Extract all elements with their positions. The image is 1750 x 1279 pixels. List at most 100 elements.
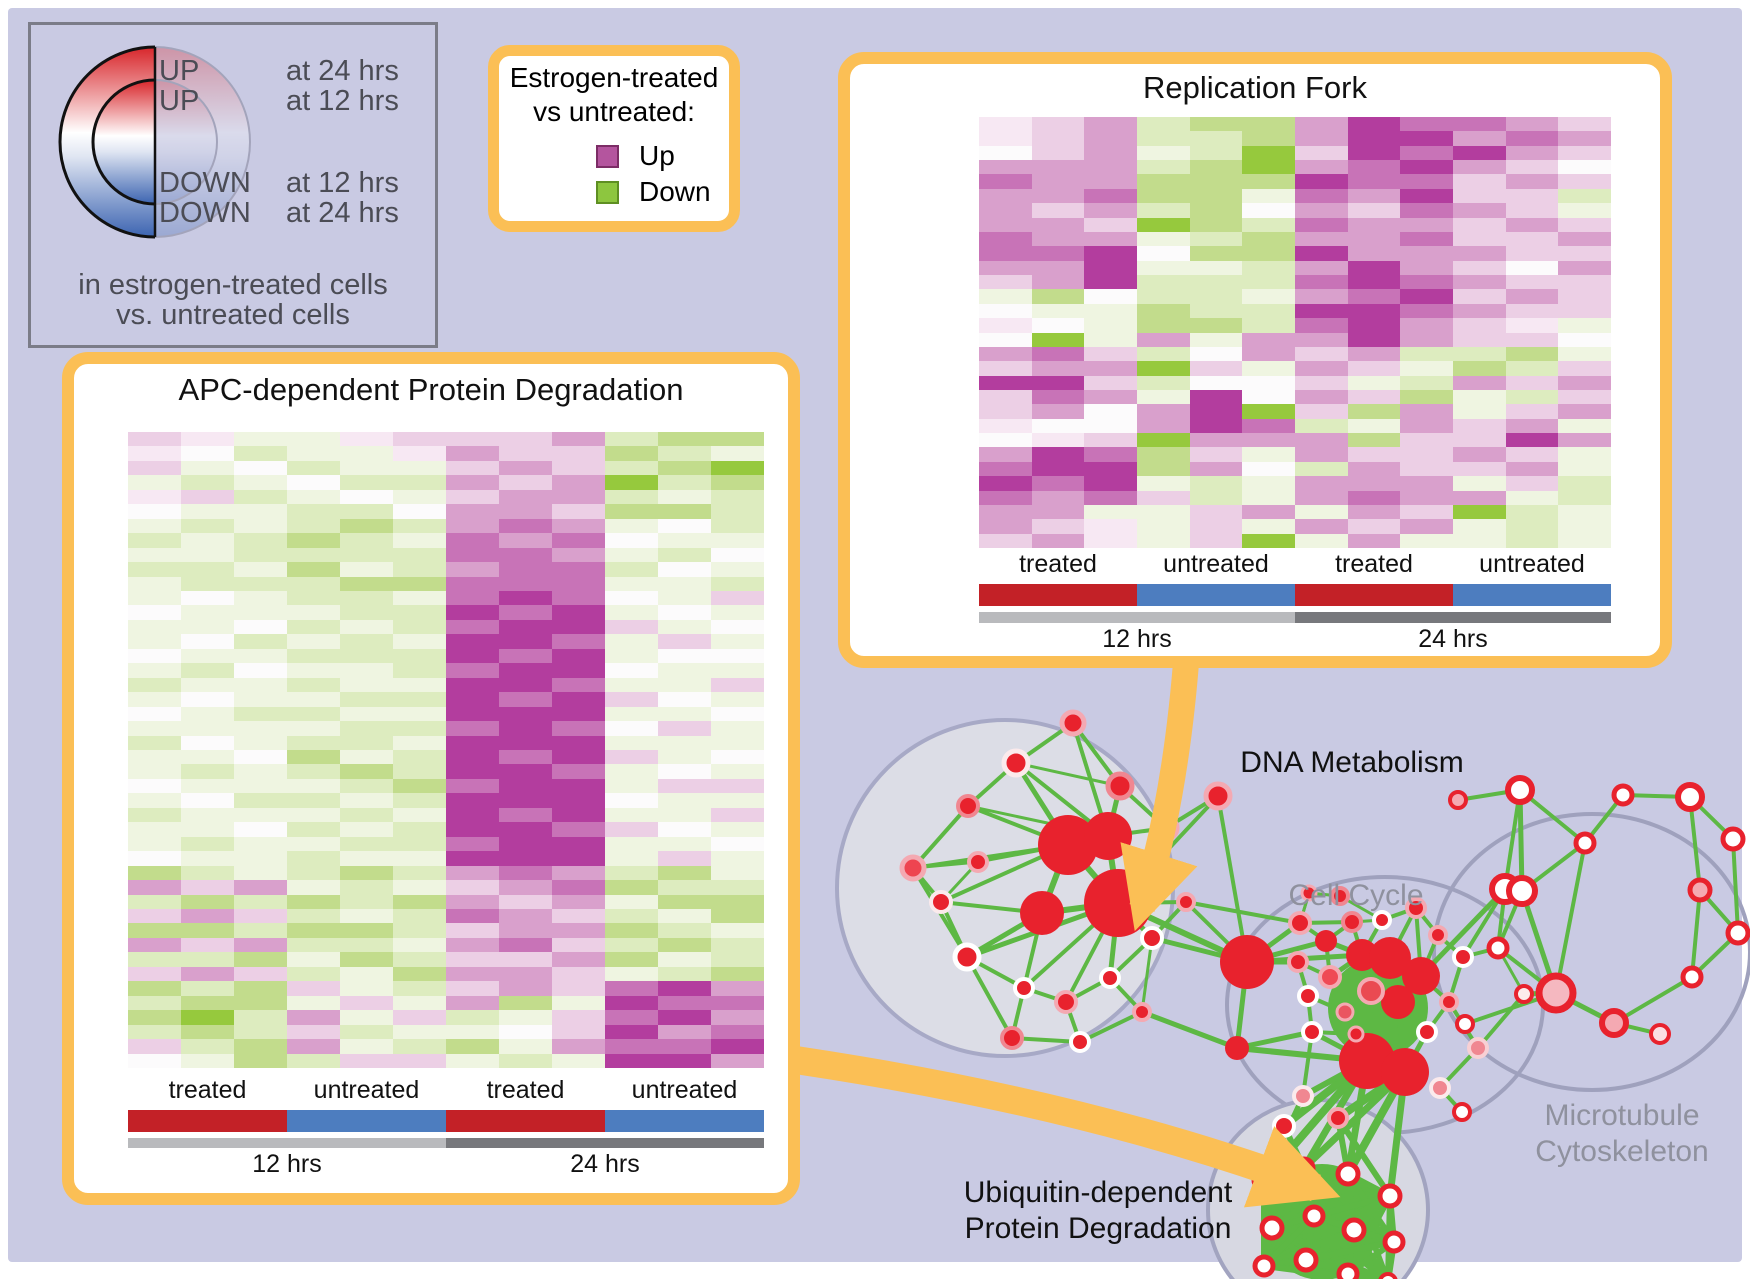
- heatmap-cell: [605, 793, 658, 808]
- heatmap-cell: [711, 1039, 764, 1054]
- heatmap-cell: [340, 1053, 393, 1068]
- network-node: [1369, 937, 1411, 979]
- heatmap-cell: [979, 346, 1032, 362]
- heatmap-cell: [340, 793, 393, 808]
- heatmap-cell: [1453, 447, 1506, 462]
- heatmap-cell: [552, 504, 605, 519]
- heatmap-cell: [1453, 433, 1506, 448]
- heatmap-cell: [1137, 433, 1190, 448]
- heatmap-cell: [605, 721, 658, 736]
- network-node: [1176, 892, 1196, 912]
- heatmap-cell: [711, 880, 764, 895]
- heatmap-cell: [446, 721, 499, 736]
- heatmap-cell: [1137, 361, 1190, 376]
- heatmap-cell: [1137, 418, 1190, 434]
- heatmap-cell: [128, 981, 181, 996]
- heatmap-cell: [552, 576, 605, 591]
- heatmap-cell: [340, 677, 393, 693]
- heatmap-cell: [605, 952, 658, 967]
- heatmap-cell: [1242, 519, 1295, 534]
- heatmap-cell: [499, 1024, 552, 1040]
- heatmap-cell: [1558, 174, 1611, 189]
- heatmap-cell: [1558, 303, 1611, 319]
- updown-legend-title-line2: vs untreated:: [533, 96, 695, 127]
- heatmap-cell: [658, 952, 711, 967]
- heatmap-cell: [1453, 389, 1506, 405]
- heatmap-cell: [1347, 375, 1401, 390]
- heatmap-cell: [499, 807, 552, 823]
- heatmap-cell: [1242, 433, 1295, 448]
- heatmap-cell: [1347, 404, 1401, 419]
- network-node: [1252, 1254, 1276, 1278]
- network-node: [1599, 1008, 1629, 1038]
- heatmap-cell: [1558, 519, 1611, 534]
- heatmap-cell: [181, 735, 234, 750]
- heatmap-cell: [605, 590, 658, 606]
- heatmap-cell: [979, 461, 1032, 477]
- heatmap-cell: [393, 1010, 446, 1025]
- network-node: [1020, 891, 1064, 935]
- heatmap-cell: [181, 836, 234, 852]
- heatmap-cell: [1242, 289, 1295, 304]
- heatmap-cell: [605, 908, 658, 924]
- heatmap-cell: [1189, 203, 1243, 218]
- heatmap-cell: [979, 318, 1032, 333]
- heatmap-cell: [393, 966, 446, 982]
- heatmap-cell: [658, 489, 711, 505]
- heatmap-cell: [1137, 260, 1190, 276]
- heatmap-cell: [1558, 361, 1611, 376]
- heatmap-cell: [711, 692, 764, 707]
- heatmap-cell: [1347, 504, 1401, 520]
- network-node: [1140, 926, 1164, 950]
- heatmap-cell: [658, 533, 711, 548]
- heatmap-cell: [658, 562, 711, 577]
- network-node: [1297, 985, 1319, 1007]
- heatmap-cell: [1558, 389, 1611, 405]
- heatmap-cell: [393, 605, 446, 620]
- heatmap-cell: [1084, 490, 1137, 505]
- heatmap-cell: [1505, 231, 1559, 247]
- heatmap-cell: [446, 995, 499, 1011]
- heatmap-cell: [234, 446, 287, 461]
- network-node: [1327, 1107, 1349, 1129]
- heatmap-cell: [393, 764, 446, 779]
- heatmap-cell: [181, 721, 234, 736]
- heatmap-cell: [1347, 203, 1401, 218]
- heatmap-cell: [658, 981, 711, 996]
- heatmap-cell: [128, 836, 181, 852]
- heatmap-cell: [1137, 519, 1190, 534]
- heatmap-cell: [393, 475, 446, 490]
- heatmap-cell: [287, 619, 340, 635]
- heatmap-cell: [979, 361, 1032, 376]
- heatmap-cell: [1347, 246, 1401, 261]
- heatmap-cell: [128, 619, 181, 635]
- heatmap-cell: [128, 1010, 181, 1025]
- heatmap-cell: [234, 562, 287, 577]
- heatmap-cell: [1242, 275, 1295, 290]
- heatmap-cell: [1031, 160, 1085, 175]
- heatmap-cell: [181, 908, 234, 924]
- heatmap-cell: [499, 677, 552, 693]
- apc-time-labels: 12 hrs 24 hrs: [128, 1150, 764, 1182]
- heatmap-cell: [1453, 160, 1506, 175]
- heatmap-cell: [1084, 504, 1137, 520]
- heatmap-cell: [1295, 318, 1348, 333]
- heatmap-cell: [979, 375, 1032, 390]
- heatmap-cell: [1347, 131, 1401, 146]
- heatmap-cell: [446, 966, 499, 982]
- heatmap-cell: [234, 952, 287, 967]
- heatmap-cell: [1453, 533, 1506, 548]
- heatmap-cell: [340, 995, 393, 1011]
- time-bar-segment: [128, 1138, 446, 1148]
- group-label: treated: [1019, 550, 1097, 578]
- heatmap-cell: [287, 605, 340, 620]
- heatmap-cell: [1031, 174, 1085, 189]
- cluster-label: Cell Cycle: [1288, 879, 1423, 912]
- heatmap-cell: [552, 721, 605, 736]
- heatmap-cell: [552, 851, 605, 866]
- heatmap-cell: [1189, 404, 1243, 419]
- heatmap-cell: [605, 764, 658, 779]
- heatmap-cell: [1137, 332, 1190, 347]
- heatmap-cell: [1400, 231, 1453, 247]
- heatmap-cell: [1295, 260, 1348, 276]
